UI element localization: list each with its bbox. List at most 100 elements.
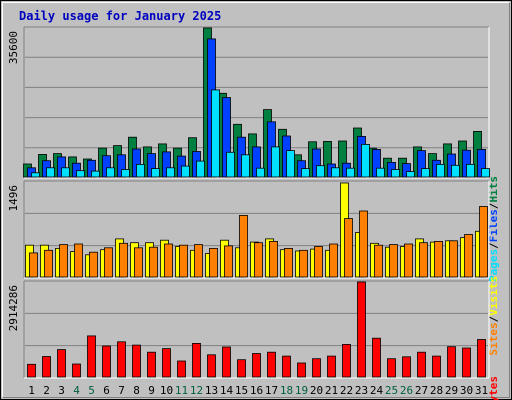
x-tick-label-7: 7 (118, 384, 125, 397)
x-tick-label-26: 26 (400, 384, 413, 397)
x-tick-label-30: 30 (460, 384, 473, 397)
x-tick-label-18: 18 (280, 384, 293, 397)
bar-sites-day-24 (374, 244, 383, 278)
x-tick-label-1: 1 (28, 384, 35, 397)
bar-kbytes-day-22 (342, 343, 351, 378)
bar-kbytes-day-26 (402, 356, 411, 378)
x-tick-label-11: 11 (175, 384, 188, 397)
bar-pages-day-1 (31, 172, 40, 178)
bar-sites-day-18 (284, 247, 293, 278)
bar-pages-day-21 (331, 167, 340, 178)
side-label-pages: Pages (487, 249, 500, 282)
bar-pages-day-14 (226, 151, 235, 178)
visits-panel-ymax-label: 1496 (7, 185, 20, 212)
bar-sites-day-16 (254, 242, 263, 278)
bar-pages-day-31 (481, 168, 490, 178)
bar-sites-day-22 (344, 218, 353, 278)
bar-pages-day-12 (196, 160, 205, 178)
x-tick-label-23: 23 (355, 384, 368, 397)
bar-kbytes-day-12 (192, 342, 201, 378)
bar-pages-day-22 (346, 167, 355, 178)
bar-sites-day-17 (269, 240, 278, 278)
bar-sites-day-6 (104, 247, 113, 278)
bar-pages-day-2 (46, 167, 55, 178)
bar-kbytes-day-23 (357, 281, 366, 378)
side-label-separator: / (487, 242, 500, 249)
bar-kbytes-day-17 (267, 351, 276, 378)
bar-sites-day-11 (179, 244, 188, 278)
x-tick-label-25: 25 (385, 384, 398, 397)
bar-pages-day-23 (361, 143, 370, 178)
x-tick-label-20: 20 (310, 384, 323, 397)
x-tick-label-17: 17 (265, 384, 278, 397)
x-tick-label-13: 13 (205, 384, 218, 397)
x-tick-label-27: 27 (415, 384, 428, 397)
bar-sites-day-4 (74, 243, 83, 278)
bar-kbytes-day-30 (462, 347, 471, 378)
bar-sites-day-2 (44, 249, 53, 278)
bar-kbytes-day-11 (177, 360, 186, 378)
x-tick-label-16: 16 (250, 384, 263, 397)
bar-pages-day-6 (106, 167, 115, 178)
bar-kbytes-day-6 (102, 345, 111, 378)
x-tick-label-12: 12 (190, 384, 203, 397)
side-label-kbytes: KBytes (487, 376, 500, 400)
bar-kbytes-day-3 (57, 349, 66, 378)
bar-pages-day-9 (151, 168, 160, 178)
bar-sites-day-27 (419, 242, 428, 278)
bar-sites-day-25 (389, 244, 398, 278)
bar-kbytes-day-27 (417, 351, 426, 378)
bar-kbytes-day-19 (297, 362, 306, 378)
bar-pages-day-7 (121, 169, 130, 178)
bar-kbytes-day-28 (432, 355, 441, 378)
bar-kbytes-day-5 (87, 335, 96, 378)
bar-pages-day-27 (421, 168, 430, 178)
bar-kbytes-day-21 (327, 355, 336, 378)
x-tick-label-2: 2 (43, 384, 50, 397)
bar-kbytes-day-1 (27, 363, 36, 378)
x-tick-label-14: 14 (220, 384, 234, 397)
hits-panel-ymax-label: 35600 (7, 31, 20, 64)
bar-sites-day-28 (434, 240, 443, 278)
bar-kbytes-day-20 (312, 358, 321, 378)
chart-title: Daily usage for January 2025 (19, 9, 221, 23)
bar-sites-day-7 (119, 242, 128, 278)
bar-pages-day-17 (271, 146, 280, 178)
side-label-files: Files (487, 209, 500, 242)
bar-sites-day-13 (209, 247, 218, 278)
bar-pages-day-13 (211, 89, 220, 178)
bar-kbytes-day-15 (237, 359, 246, 378)
side-label-separator: / (487, 315, 500, 322)
side-label-separator: / (487, 202, 500, 209)
bar-sites-day-3 (59, 244, 68, 278)
x-tick-label-24: 24 (370, 384, 384, 397)
bar-sites-day-20 (314, 246, 323, 278)
bar-sites-day-29 (449, 240, 458, 278)
x-tick-label-6: 6 (103, 384, 110, 397)
bar-pages-day-5 (91, 170, 100, 178)
bar-pages-day-15 (241, 154, 250, 178)
visits-panel: 1496 Sites/Visits (7, 180, 500, 356)
bar-kbytes-day-2 (42, 356, 51, 378)
x-tick-label-29: 29 (445, 384, 458, 397)
bar-pages-day-19 (301, 168, 310, 178)
visits-panel-side-label: Sites/Visits (487, 276, 500, 356)
bar-pages-day-29 (451, 164, 460, 178)
side-label-hits: Hits (487, 176, 500, 203)
bar-sites-day-30 (464, 234, 473, 278)
x-tick-label-4: 4 (73, 384, 80, 397)
bar-kbytes-day-18 (282, 355, 291, 378)
x-tick-label-21: 21 (325, 384, 338, 397)
side-label-visits: Visits (487, 276, 500, 316)
bar-pages-day-10 (166, 167, 175, 178)
bar-sites-day-19 (299, 249, 308, 278)
bar-kbytes-day-16 (252, 353, 261, 378)
bar-sites-day-14 (224, 245, 233, 278)
bar-pages-day-26 (406, 171, 415, 178)
bar-sites-day-9 (149, 246, 158, 278)
bar-sites-day-26 (404, 243, 413, 278)
bar-pages-day-20 (316, 165, 325, 178)
bar-pages-day-16 (256, 167, 265, 178)
bar-kbytes-day-4 (72, 363, 81, 378)
